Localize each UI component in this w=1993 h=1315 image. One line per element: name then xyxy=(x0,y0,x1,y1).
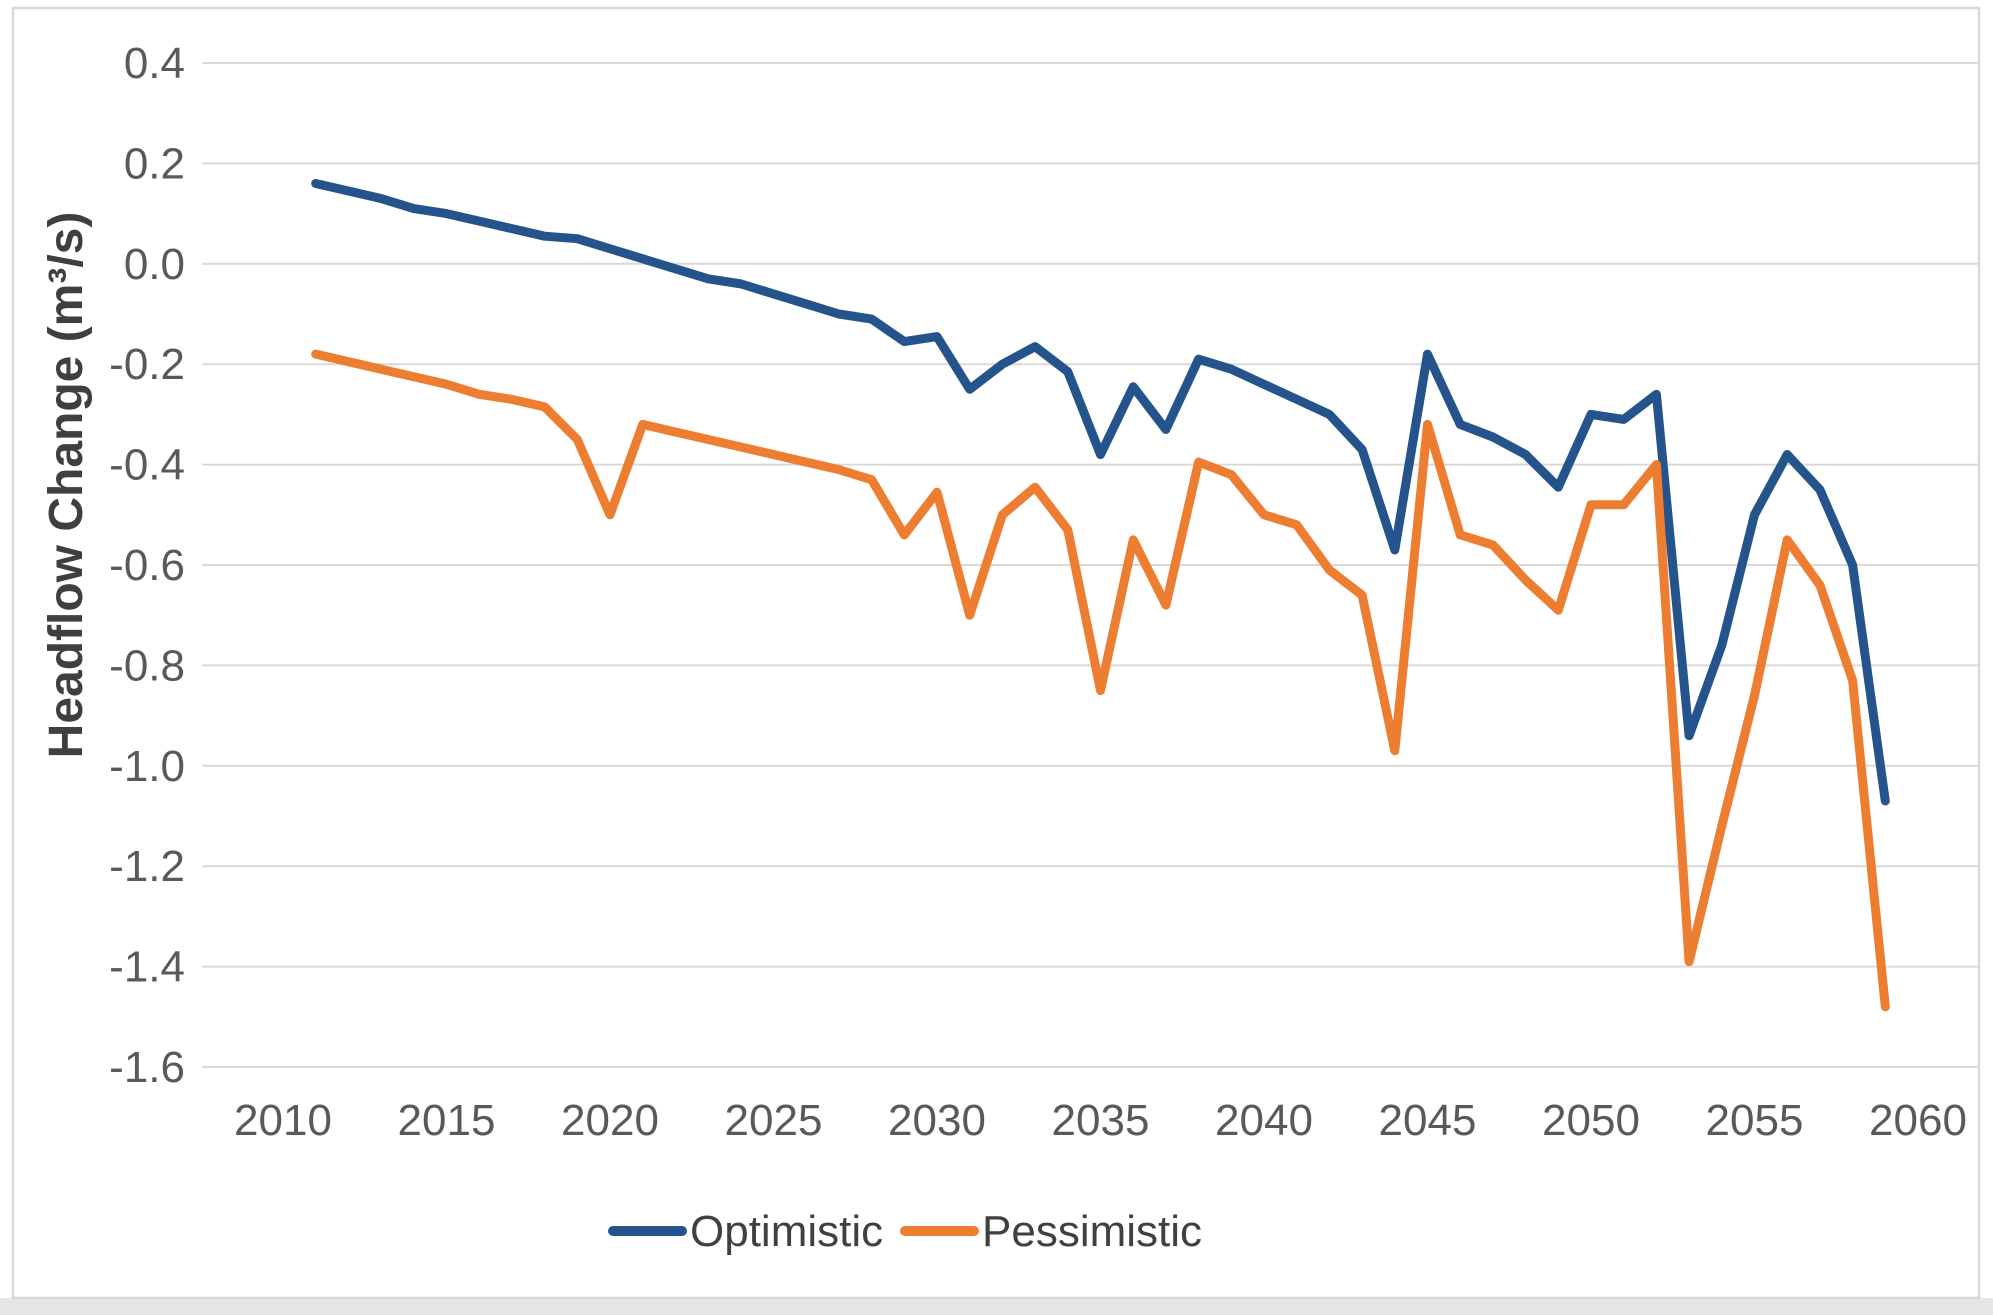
y-tick-label: -0.6 xyxy=(109,541,185,590)
y-tick-label: 0.4 xyxy=(124,39,185,88)
optimistic-line xyxy=(311,178,1890,806)
x-tick-label: 2035 xyxy=(1052,1096,1150,1145)
legend-optimistic-label: Optimistic xyxy=(690,1207,883,1256)
page-edge-strip xyxy=(0,1298,1993,1315)
y-tick-label: -1.2 xyxy=(109,842,185,891)
y-tick-label: 0.2 xyxy=(124,139,185,188)
x-tick-label: 2030 xyxy=(888,1096,986,1145)
legend: Optimistic Pessimistic xyxy=(608,1207,1202,1256)
y-tick-label: -0.8 xyxy=(109,641,185,690)
x-tick-label: 2045 xyxy=(1379,1096,1477,1145)
y-tick-label: -0.2 xyxy=(109,340,185,389)
y-axis-tick-labels: 0.4 0.2 0.0 -0.2 -0.4 -0.6 -0.8 -1.0 -1.2 -1.4 -1.… xyxy=(109,39,185,1092)
y-tick-label: -1.0 xyxy=(109,742,185,791)
y-tick-label: 0.0 xyxy=(124,240,185,289)
x-tick-label: 2050 xyxy=(1542,1096,1640,1145)
x-tick-label: 2060 xyxy=(1869,1096,1967,1145)
x-tick-label: 2015 xyxy=(398,1096,496,1145)
x-tick-label: 2020 xyxy=(561,1096,659,1145)
chart-border xyxy=(11,6,1981,1300)
x-tick-label: 2040 xyxy=(1215,1096,1313,1145)
x-axis-tick-labels: 2010 2015 2020 2025 2030 2035 2040 2045 2050 2055… xyxy=(234,1096,1967,1145)
y-tick-label: -1.4 xyxy=(109,943,185,992)
pessimistic-line xyxy=(311,349,1890,1012)
x-tick-label: 2010 xyxy=(234,1096,332,1145)
legend-pessimistic-label: Pessimistic xyxy=(982,1207,1202,1256)
x-tick-label: 2025 xyxy=(725,1096,823,1145)
series-lines xyxy=(311,178,1890,1012)
y-tick-label: -0.4 xyxy=(109,441,185,490)
y-tick-label: -1.6 xyxy=(109,1043,185,1092)
x-tick-label: 2055 xyxy=(1706,1096,1804,1145)
y-axis-title: Headflow Change (m³/s) xyxy=(40,212,93,759)
